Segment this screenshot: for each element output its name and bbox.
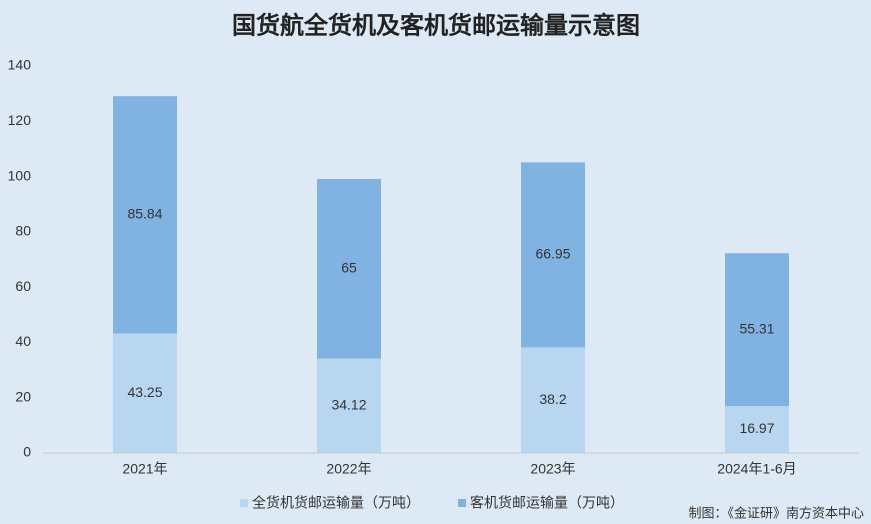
- bar-segment: [317, 358, 381, 453]
- data-label: 34.12: [331, 397, 366, 413]
- y-tick-label: 60: [15, 278, 31, 294]
- y-tick-label: 80: [15, 223, 31, 239]
- bar-segment: [521, 162, 585, 348]
- bar-segment: [725, 406, 789, 453]
- legend-swatch: [458, 499, 466, 507]
- legend-label: 全货机货邮运输量（万吨）: [252, 495, 420, 511]
- data-label: 85.84: [127, 206, 162, 222]
- bar-segment: [725, 253, 789, 407]
- chart-title: 国货航全货机及客机货邮运输量示意图: [232, 11, 640, 39]
- x-tick-label: 2021年: [122, 461, 167, 477]
- data-label: 43.25: [127, 384, 162, 400]
- y-tick-label: 20: [15, 388, 31, 404]
- bar-segment: [113, 333, 177, 453]
- bar-segment: [521, 347, 585, 453]
- legend-label: 客机货邮运输量（万吨）: [470, 495, 624, 511]
- data-label: 65: [341, 260, 357, 276]
- data-label: 16.97: [739, 420, 774, 436]
- y-tick-label: 100: [8, 167, 32, 183]
- legend-swatch: [240, 499, 248, 507]
- data-label: 55.31: [739, 320, 774, 336]
- y-tick-label: 40: [15, 333, 31, 349]
- x-tick-label: 2023年: [530, 461, 575, 477]
- y-tick-label: 120: [8, 112, 32, 128]
- x-tick-label: 2024年1-6月: [717, 461, 796, 477]
- bar-segment: [317, 179, 381, 359]
- y-tick-label: 0: [23, 444, 31, 460]
- x-tick-label: 2022年: [326, 461, 371, 477]
- data-label: 38.2: [539, 391, 566, 407]
- data-label: 66.95: [535, 246, 570, 262]
- y-tick-label: 140: [8, 57, 32, 73]
- source-note: 制图：《金证研》南方资本中心: [688, 505, 864, 520]
- bar-segment: [113, 96, 177, 334]
